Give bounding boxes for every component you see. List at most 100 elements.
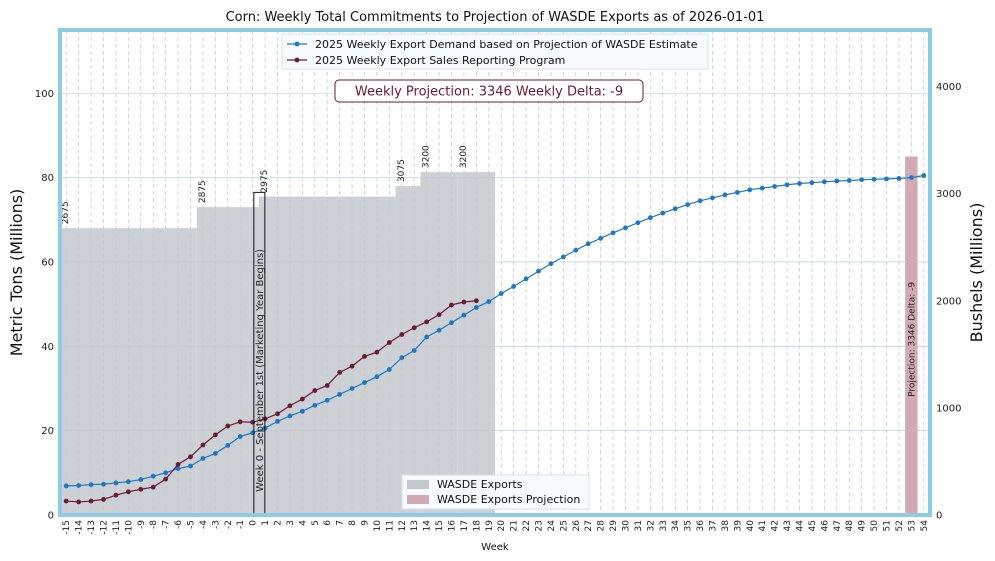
demand-point bbox=[287, 413, 293, 419]
left-tick-label: 40 bbox=[41, 342, 54, 353]
sales-point bbox=[212, 432, 218, 438]
demand-point bbox=[511, 284, 517, 289]
x-tick-label: 38 bbox=[721, 520, 731, 532]
demand-point bbox=[908, 175, 914, 181]
x-tick-label: -14 bbox=[75, 520, 85, 535]
annotation-layer: Week 0 - September 1st (Marketing Year B… bbox=[253, 79, 644, 516]
plot-frame bbox=[58, 28, 932, 517]
demand-point bbox=[436, 327, 442, 333]
x-tick-label: 37 bbox=[709, 520, 719, 531]
x-tick-label: 6 bbox=[323, 520, 333, 526]
x-tick-label: 53 bbox=[907, 520, 917, 531]
x-tick-label: 32 bbox=[646, 520, 656, 531]
x-tick-label: 22 bbox=[522, 520, 532, 531]
right-tick-label: 0 bbox=[936, 511, 942, 522]
demand-point bbox=[685, 202, 691, 208]
demand-point bbox=[573, 247, 579, 253]
demand-point bbox=[759, 185, 765, 191]
wasde-bar-label: 2675 bbox=[61, 201, 71, 224]
legend-series-label: 2025 Weekly Export Demand based on Proje… bbox=[315, 38, 698, 51]
x-tick-label: 10 bbox=[373, 520, 383, 532]
x-tick-label: -15 bbox=[62, 520, 72, 535]
x-tick-label: -13 bbox=[87, 520, 97, 535]
x-tick-label: 29 bbox=[609, 520, 619, 532]
wasde-bar-label: 3200 bbox=[422, 145, 432, 168]
demand-point bbox=[101, 481, 106, 487]
sales-point bbox=[237, 419, 243, 425]
x-tick-label: -10 bbox=[124, 520, 134, 535]
demand-point bbox=[125, 479, 131, 485]
wasde-bar bbox=[395, 186, 421, 516]
demand-point bbox=[225, 443, 231, 448]
left-tick-label: 60 bbox=[41, 257, 54, 268]
x-tick-label: 14 bbox=[423, 520, 433, 532]
bars-layer: 2675 2875 2975 3075 3200 3200 Projection: 3346… bbox=[60, 145, 918, 516]
weekly-projection-text: Weekly Projection: 3346 Weekly Delta: -9 bbox=[355, 85, 623, 100]
demand-point bbox=[809, 180, 815, 186]
demand-line bbox=[66, 174, 924, 487]
sales-point bbox=[473, 298, 479, 304]
legend-bottom-box bbox=[401, 474, 590, 510]
left-tick-label: 80 bbox=[41, 173, 54, 184]
demand-point bbox=[411, 348, 417, 353]
sales-point bbox=[436, 312, 442, 318]
demand-point bbox=[461, 312, 467, 318]
demand-point bbox=[523, 276, 529, 282]
demand-point bbox=[498, 291, 504, 296]
x-tick-label: 50 bbox=[870, 520, 880, 532]
x-tick-label: 8 bbox=[348, 520, 358, 526]
x-tick-label: 36 bbox=[696, 520, 706, 532]
demand-point bbox=[672, 206, 678, 212]
sales-point bbox=[125, 489, 131, 495]
wasde-bar-label: 2975 bbox=[260, 170, 270, 193]
x-tick-label: 24 bbox=[547, 520, 557, 532]
right-tick-label: 2000 bbox=[936, 296, 961, 307]
sales-point bbox=[63, 498, 69, 504]
x-tick-label: 0 bbox=[249, 520, 259, 526]
demand-point bbox=[175, 466, 181, 472]
chart-title: Corn: Weekly Total Commitments to Projec… bbox=[226, 10, 765, 25]
x-tick-label: 31 bbox=[634, 520, 644, 531]
right-tick-label: 1000 bbox=[936, 403, 961, 414]
weekly-projection-box bbox=[334, 79, 644, 103]
wasde-bar bbox=[457, 172, 495, 515]
demand-point bbox=[871, 176, 877, 182]
demand-point bbox=[337, 391, 343, 397]
sales-point bbox=[76, 499, 82, 505]
right-axis-title: Bushels (Millions) bbox=[967, 203, 986, 343]
sales-point bbox=[88, 498, 94, 504]
x-tick-label: -12 bbox=[100, 520, 110, 535]
x-tick-label: 47 bbox=[833, 520, 843, 531]
demand-point bbox=[275, 418, 280, 424]
x-tick-label: 21 bbox=[510, 520, 520, 531]
x-tick-label: 9 bbox=[361, 520, 371, 526]
demand-point bbox=[846, 178, 852, 183]
x-tick-label: 52 bbox=[895, 520, 905, 531]
x-tick-label: 54 bbox=[920, 520, 930, 532]
x-tick-label: 49 bbox=[858, 520, 868, 532]
demand-point bbox=[299, 408, 305, 414]
demand-point bbox=[374, 374, 380, 380]
left-tick-label: 20 bbox=[41, 426, 54, 437]
demand-point bbox=[585, 241, 591, 247]
demand-point bbox=[834, 178, 840, 184]
x-tick-label: 48 bbox=[845, 520, 855, 532]
sales-point bbox=[299, 396, 305, 402]
x-tick-label: 42 bbox=[771, 520, 781, 531]
demand-point bbox=[324, 397, 330, 403]
projection-bar bbox=[905, 156, 918, 516]
legend-marker bbox=[294, 57, 300, 63]
demand-point bbox=[548, 261, 554, 267]
demand-point bbox=[424, 334, 430, 340]
x-tick-label: 43 bbox=[783, 520, 793, 531]
demand-point bbox=[88, 482, 94, 488]
sales-point bbox=[337, 370, 343, 375]
sales-point bbox=[188, 454, 193, 460]
x-tick-label: 11 bbox=[385, 520, 395, 531]
sales-point bbox=[411, 325, 417, 331]
x-tick-label: 7 bbox=[336, 520, 346, 526]
demand-point bbox=[449, 320, 454, 326]
sales-point bbox=[449, 302, 454, 308]
x-tick-label: 15 bbox=[435, 520, 445, 531]
x-tick-label: 12 bbox=[398, 520, 408, 531]
